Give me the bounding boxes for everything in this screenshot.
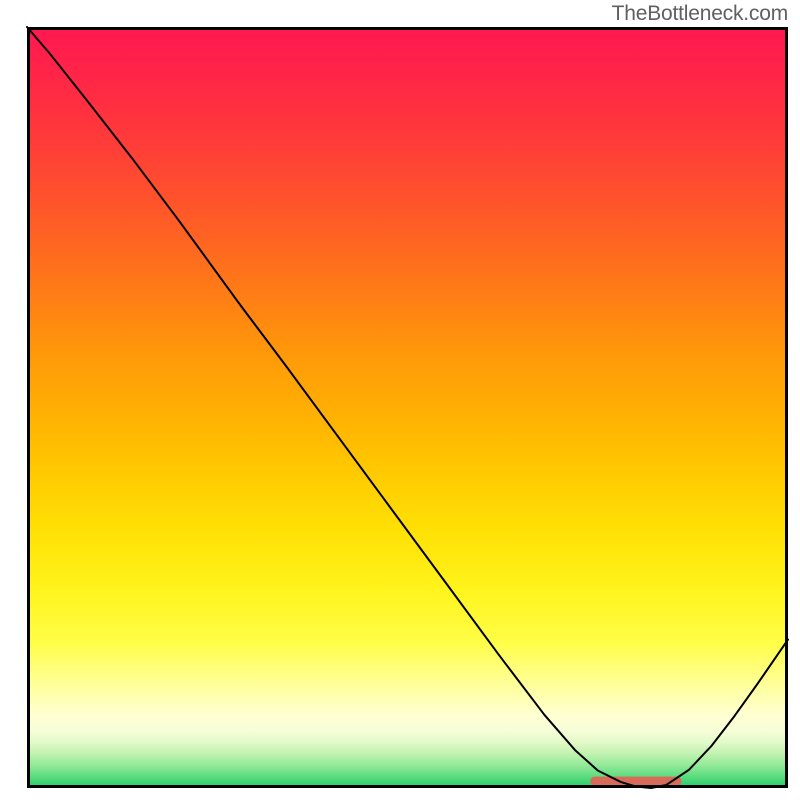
plot-area: [27, 27, 788, 788]
watermark-text: TheBottleneck.com: [612, 2, 788, 26]
bottleneck-curve: [27, 27, 788, 788]
